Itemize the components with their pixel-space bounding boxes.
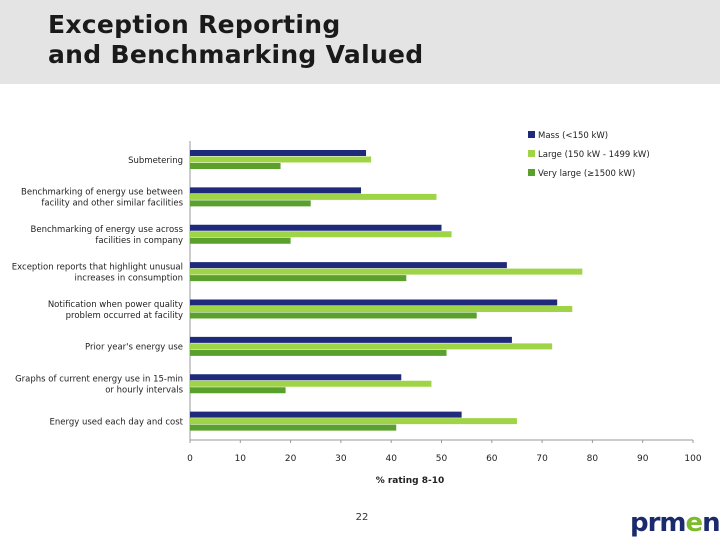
bar-large <box>190 231 452 238</box>
bar-large <box>190 268 583 275</box>
logo-text-tail: n <box>702 508 720 538</box>
bar-large <box>190 343 553 350</box>
legend-label: Large (150 kW - 1499 kW) <box>538 150 650 160</box>
bar-mass <box>190 374 402 381</box>
category-label: Benchmarking of energy use between <box>21 188 183 198</box>
category-label: Energy used each day and cost <box>50 417 184 427</box>
bar-mass <box>190 262 507 269</box>
logo-text-accent: e <box>685 508 704 538</box>
prmen-logo: prmen <box>630 507 720 539</box>
x-tick-label: 90 <box>637 454 649 464</box>
bar-very-large <box>190 424 397 431</box>
category-label: or hourly intervals <box>105 386 183 396</box>
bar-mass <box>190 411 462 418</box>
category-label: increases in consumption <box>75 273 183 283</box>
x-tick-label: 30 <box>335 454 347 464</box>
x-tick-label: 100 <box>684 454 701 464</box>
legend-label: Very large (≥1500 kW) <box>538 169 635 179</box>
x-tick-label: 40 <box>385 454 397 464</box>
page-number: 22 <box>355 512 369 523</box>
logo-text-main: prm <box>630 508 687 538</box>
x-axis-title: % rating 8-10 <box>376 476 445 486</box>
bar-large <box>190 306 573 312</box>
x-tick-label: 20 <box>285 454 297 464</box>
legend-swatch <box>528 131 535 138</box>
bar-very-large <box>190 163 281 169</box>
title-line-1: Exception Reporting <box>48 10 341 39</box>
category-label: Prior year's energy use <box>85 343 183 353</box>
category-label: facilities in company <box>95 236 183 246</box>
category-label: facility and other similar facilities <box>41 199 183 209</box>
bar-mass <box>190 224 442 231</box>
header-band: Exception Reporting and Benchmarking Val… <box>0 0 720 84</box>
title-line-2: and Benchmarking Valued <box>48 40 424 69</box>
bar-mass <box>190 187 362 194</box>
bar-very-large <box>190 387 286 394</box>
bar-mass <box>190 336 512 343</box>
x-tick-label: 70 <box>536 454 548 464</box>
legend-swatch <box>528 169 535 176</box>
x-tick-label: 10 <box>235 454 247 464</box>
bar-very-large <box>190 237 291 244</box>
x-tick-label: 0 <box>187 454 193 464</box>
bar-large <box>190 156 372 163</box>
category-label: Benchmarking of energy use across <box>31 225 184 235</box>
bar-mass <box>190 299 558 306</box>
legend-label: Mass (<150 kW) <box>538 131 608 141</box>
category-label: problem occurred at facility <box>66 311 183 321</box>
legend-swatch <box>528 150 535 157</box>
x-tick-label: 50 <box>436 454 448 464</box>
bar-very-large <box>190 312 477 319</box>
bar-mass <box>190 150 367 156</box>
page-title: Exception Reporting and Benchmarking Val… <box>48 10 424 70</box>
category-label: Notification when power quality <box>48 300 183 310</box>
bar-very-large <box>190 275 407 282</box>
bar-very-large <box>190 349 447 356</box>
x-tick-label: 80 <box>587 454 599 464</box>
category-label: Exception reports that highlight unusual <box>12 262 183 272</box>
category-label: Graphs of current energy use in 15-min <box>15 375 183 385</box>
bar-large <box>190 193 437 200</box>
x-tick-label: 60 <box>486 454 498 464</box>
bar-very-large <box>190 200 311 207</box>
bar-large <box>190 418 517 425</box>
category-label: Submetering <box>128 156 183 166</box>
bar-large <box>190 380 432 387</box>
